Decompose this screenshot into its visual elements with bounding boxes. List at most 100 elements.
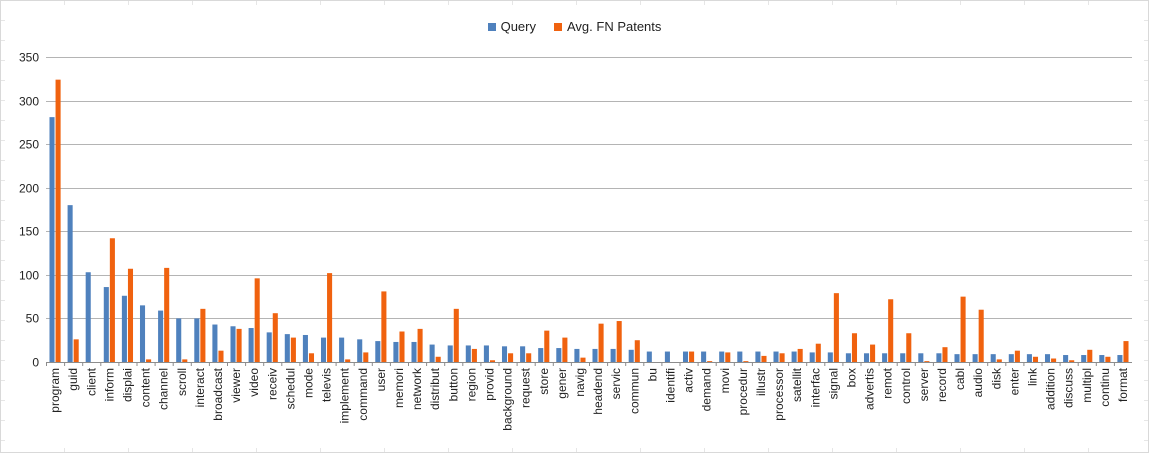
x-tick-label: identifi [663,368,677,403]
x-tick-label: discuss [1062,368,1076,408]
bar-fn-patents [1069,360,1074,362]
x-tick-label: store [537,368,551,395]
bar-fn-patents [562,338,567,362]
x-tick-label: cabl [953,368,967,390]
bar-query [538,348,543,362]
bar-fn-patents [255,278,260,362]
x-tick-label: audio [971,368,985,398]
bar-query [86,272,91,362]
bar-fn-patents [363,352,368,362]
bar-fn-patents [599,324,604,362]
bar-query [1027,354,1032,362]
bar-fn-patents [1033,357,1038,362]
x-tick-label: interfac [808,368,822,407]
bar-fn-patents [1105,357,1110,362]
x-tick-label: command [356,368,370,421]
x-tick-label: mode [301,368,315,398]
x-tick-label: format [1116,367,1130,402]
x-tick-label: movi [718,368,732,393]
bar-query [918,353,923,362]
bar-fn-patents [888,299,893,362]
bar-query [176,318,181,362]
bar-query [574,349,579,362]
x-tick-label: provid [482,368,496,401]
bar-fn-patents [218,351,223,362]
bar-query [68,205,73,362]
bar-fn-patents [544,331,549,362]
bar-query [900,353,905,362]
bar-fn-patents [56,80,61,362]
bar-query [520,346,525,362]
bar-fn-patents [381,291,386,362]
bar-query [321,338,326,362]
x-tick-label: commun [627,368,641,414]
legend-item-fn-patents: Avg. FN Patents [554,19,661,34]
bar-fn-patents [997,359,1002,362]
bar-query [140,305,145,362]
x-tick-label: bu [645,368,659,381]
x-tick-label: content [139,367,153,407]
bar-query [339,338,344,362]
x-tick-label: channel [157,368,171,410]
x-tick-label: client [84,367,98,396]
x-tick-label: distribut [428,367,442,410]
legend-item-query: Query [488,19,536,34]
bar-chart: 050100150200250300350programguidclientin… [5,5,1144,448]
x-tick-label: broadcast [211,367,225,420]
x-tick-label: signal [826,368,840,399]
bar-fn-patents [834,293,839,362]
x-tick-label: interact [193,367,207,407]
bar-query [665,352,670,362]
bar-query [502,346,507,362]
x-tick-label: servic [609,368,623,399]
bar-fn-patents [961,297,966,362]
x-tick-label: button [446,368,460,401]
x-tick-label: background [501,368,515,431]
bar-query [466,345,471,362]
bar-fn-patents [237,329,242,362]
bar-query [936,353,941,362]
bar-query [303,335,308,362]
y-tick-label: 200 [19,182,39,196]
legend-swatch-query [488,23,496,31]
bar-query [1009,354,1014,362]
x-tick-label: program [48,368,62,413]
bar-fn-patents [146,359,151,362]
bar-query [49,117,54,362]
bar-query [991,354,996,362]
x-tick-label: satellit [790,367,804,402]
bar-fn-patents [291,338,296,362]
bar-query [846,353,851,362]
x-tick-label: multipl [1080,368,1094,403]
bar-query [1117,355,1122,362]
x-tick-label: advertis [863,368,877,410]
bar-query [267,332,272,362]
legend: Query Avg. FN Patents [5,19,1144,34]
bar-fn-patents [508,353,513,362]
x-tick-label: headend [591,368,605,415]
bar-fn-patents [345,359,350,362]
bar-fn-patents [924,361,929,362]
legend-label-fn-patents: Avg. FN Patents [567,19,661,34]
bar-query [1081,355,1086,362]
bar-query [212,325,217,362]
bar-fn-patents [979,310,984,362]
bar-query [122,296,127,362]
bar-query [1099,355,1104,362]
legend-swatch-fn-patents [554,23,562,31]
bar-fn-patents [870,345,875,362]
x-tick-label: activ [682,368,696,393]
bar-fn-patents [635,340,640,362]
x-tick-label: region [464,368,478,401]
bar-fn-patents [852,333,857,362]
bar-query [393,342,398,362]
x-tick-label: video [247,368,261,397]
x-tick-label: continu [1098,368,1112,407]
bar-fn-patents [74,339,79,362]
x-tick-label: inform [102,368,116,401]
x-tick-label: box [844,368,858,387]
x-tick-label: demand [700,368,714,411]
x-tick-label: receiv [265,368,279,400]
x-tick-label: schedul [283,368,297,409]
